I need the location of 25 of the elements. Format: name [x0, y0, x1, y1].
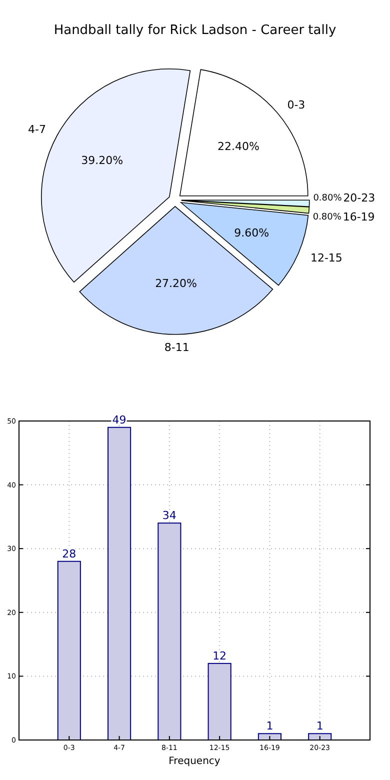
bar: [208, 662, 232, 740]
data-label: 0.80%: [313, 194, 342, 204]
slice-label: 16-19: [342, 210, 375, 224]
data-label: 27.20%: [155, 277, 198, 290]
slice-label: 8-11: [164, 341, 190, 354]
slice-label: 12-15: [310, 251, 342, 264]
data-label: 28: [62, 547, 76, 560]
bar: [158, 522, 182, 740]
data-label: 1: [266, 720, 274, 733]
data-label: 0.80%: [312, 212, 342, 223]
slice-label: 0-3: [287, 98, 306, 112]
data-label: 9.60%: [234, 226, 270, 240]
bar: [308, 733, 332, 740]
data-label: 39.20%: [81, 154, 124, 167]
slice-label: 20-23: [343, 191, 376, 204]
data-label: 1: [316, 720, 324, 733]
slice-label: 4-7: [28, 122, 46, 136]
x-axis-title: Frequency: [168, 756, 220, 767]
data-label: 22.40%: [217, 140, 260, 154]
bar: [258, 733, 282, 740]
bar: [57, 560, 81, 740]
chart-title: Handball tally for Rick Ladson - Career tally: [54, 23, 336, 38]
data-label: 12: [212, 649, 227, 662]
bar: [108, 426, 132, 740]
data-label: 34: [162, 509, 176, 522]
